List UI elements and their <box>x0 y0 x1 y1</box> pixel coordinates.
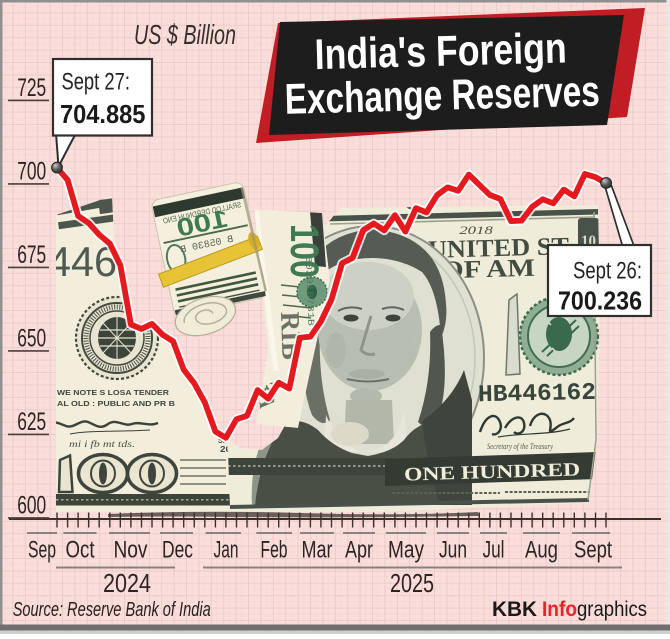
svg-text:mi i fb mt tds.: mi i fb mt tds. <box>69 439 135 449</box>
svg-text:graphics: graphics <box>577 597 647 621</box>
svg-text:HB446162: HB446162 <box>478 380 597 409</box>
svg-text:KBK: KBK <box>492 597 537 621</box>
svg-text:700: 700 <box>17 157 46 185</box>
svg-text:650: 650 <box>17 324 46 352</box>
svg-text:AL OLD : PUBLIC AND PR B: AL OLD : PUBLIC AND PR B <box>57 399 176 408</box>
svg-text:G: G <box>434 433 443 447</box>
svg-text:600: 600 <box>17 491 46 519</box>
svg-text:Jan: Jan <box>214 537 239 564</box>
svg-text:700.236: 700.236 <box>558 285 642 315</box>
svg-text:Sep: Sep <box>28 537 56 564</box>
svg-text:704.885: 704.885 <box>60 99 146 129</box>
svg-text:625: 625 <box>17 408 46 436</box>
svg-text:Sept 26:: Sept 26: <box>573 258 642 285</box>
svg-text:Sept 27:: Sept 27: <box>61 69 130 96</box>
svg-text:Aug: Aug <box>525 537 558 564</box>
svg-text:Feb: Feb <box>261 537 288 564</box>
svg-text:WE NOTE S LOSA TENDER: WE NOTE S LOSA TENDER <box>57 388 170 397</box>
svg-text:Jul: Jul <box>483 537 505 564</box>
svg-text:Info: Info <box>542 597 577 621</box>
svg-text:Secretary of the Treasury: Secretary of the Treasury <box>487 442 553 451</box>
svg-text:US $ Billion: US $ Billion <box>134 19 236 50</box>
svg-text:Mar: Mar <box>302 537 333 564</box>
svg-text:725: 725 <box>17 74 46 102</box>
svg-text:Oct: Oct <box>66 537 95 564</box>
svg-text:Dec: Dec <box>162 537 193 564</box>
svg-text:Apr: Apr <box>345 537 373 564</box>
svg-text:Exchange Reserves: Exchange Reserves <box>284 68 600 124</box>
svg-text:May: May <box>388 537 424 564</box>
svg-text:2024: 2024 <box>103 568 151 598</box>
svg-text:Jun: Jun <box>439 537 467 564</box>
svg-text:Source: Reserve Bank of India: Source: Reserve Bank of India <box>13 599 211 621</box>
svg-text:675: 675 <box>17 241 46 269</box>
svg-text:Sept: Sept <box>574 537 612 564</box>
svg-text:Nov: Nov <box>114 537 148 564</box>
svg-text:2025: 2025 <box>390 568 434 598</box>
